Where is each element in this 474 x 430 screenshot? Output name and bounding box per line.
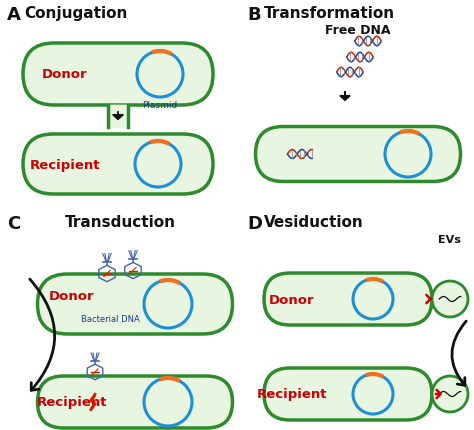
FancyArrowPatch shape	[30, 280, 55, 390]
FancyBboxPatch shape	[23, 44, 213, 106]
FancyBboxPatch shape	[37, 274, 233, 334]
Text: Transformation: Transformation	[264, 6, 395, 21]
Circle shape	[432, 281, 468, 317]
Text: Bacterial DNA: Bacterial DNA	[81, 315, 139, 324]
Text: Vesiduction: Vesiduction	[264, 215, 364, 230]
Text: Transduction: Transduction	[65, 215, 176, 230]
Text: Donor: Donor	[269, 293, 315, 306]
Text: B: B	[247, 6, 261, 24]
Text: Free DNA: Free DNA	[325, 24, 391, 37]
Circle shape	[432, 376, 468, 412]
Text: C: C	[7, 215, 20, 233]
Text: Donor: Donor	[49, 290, 95, 303]
FancyBboxPatch shape	[264, 273, 432, 325]
FancyBboxPatch shape	[264, 368, 432, 420]
FancyBboxPatch shape	[37, 376, 233, 428]
Text: Recipient: Recipient	[30, 158, 100, 171]
FancyArrowPatch shape	[452, 321, 466, 385]
Text: Plasmid: Plasmid	[142, 100, 178, 109]
Text: EVs: EVs	[438, 234, 460, 244]
Text: Recipient: Recipient	[257, 387, 327, 401]
FancyBboxPatch shape	[23, 135, 213, 194]
Text: Conjugation: Conjugation	[24, 6, 128, 21]
Text: Donor: Donor	[42, 68, 88, 81]
Text: D: D	[247, 215, 262, 233]
Text: Recipient: Recipient	[37, 396, 107, 408]
FancyBboxPatch shape	[255, 127, 461, 182]
Text: A: A	[7, 6, 21, 24]
